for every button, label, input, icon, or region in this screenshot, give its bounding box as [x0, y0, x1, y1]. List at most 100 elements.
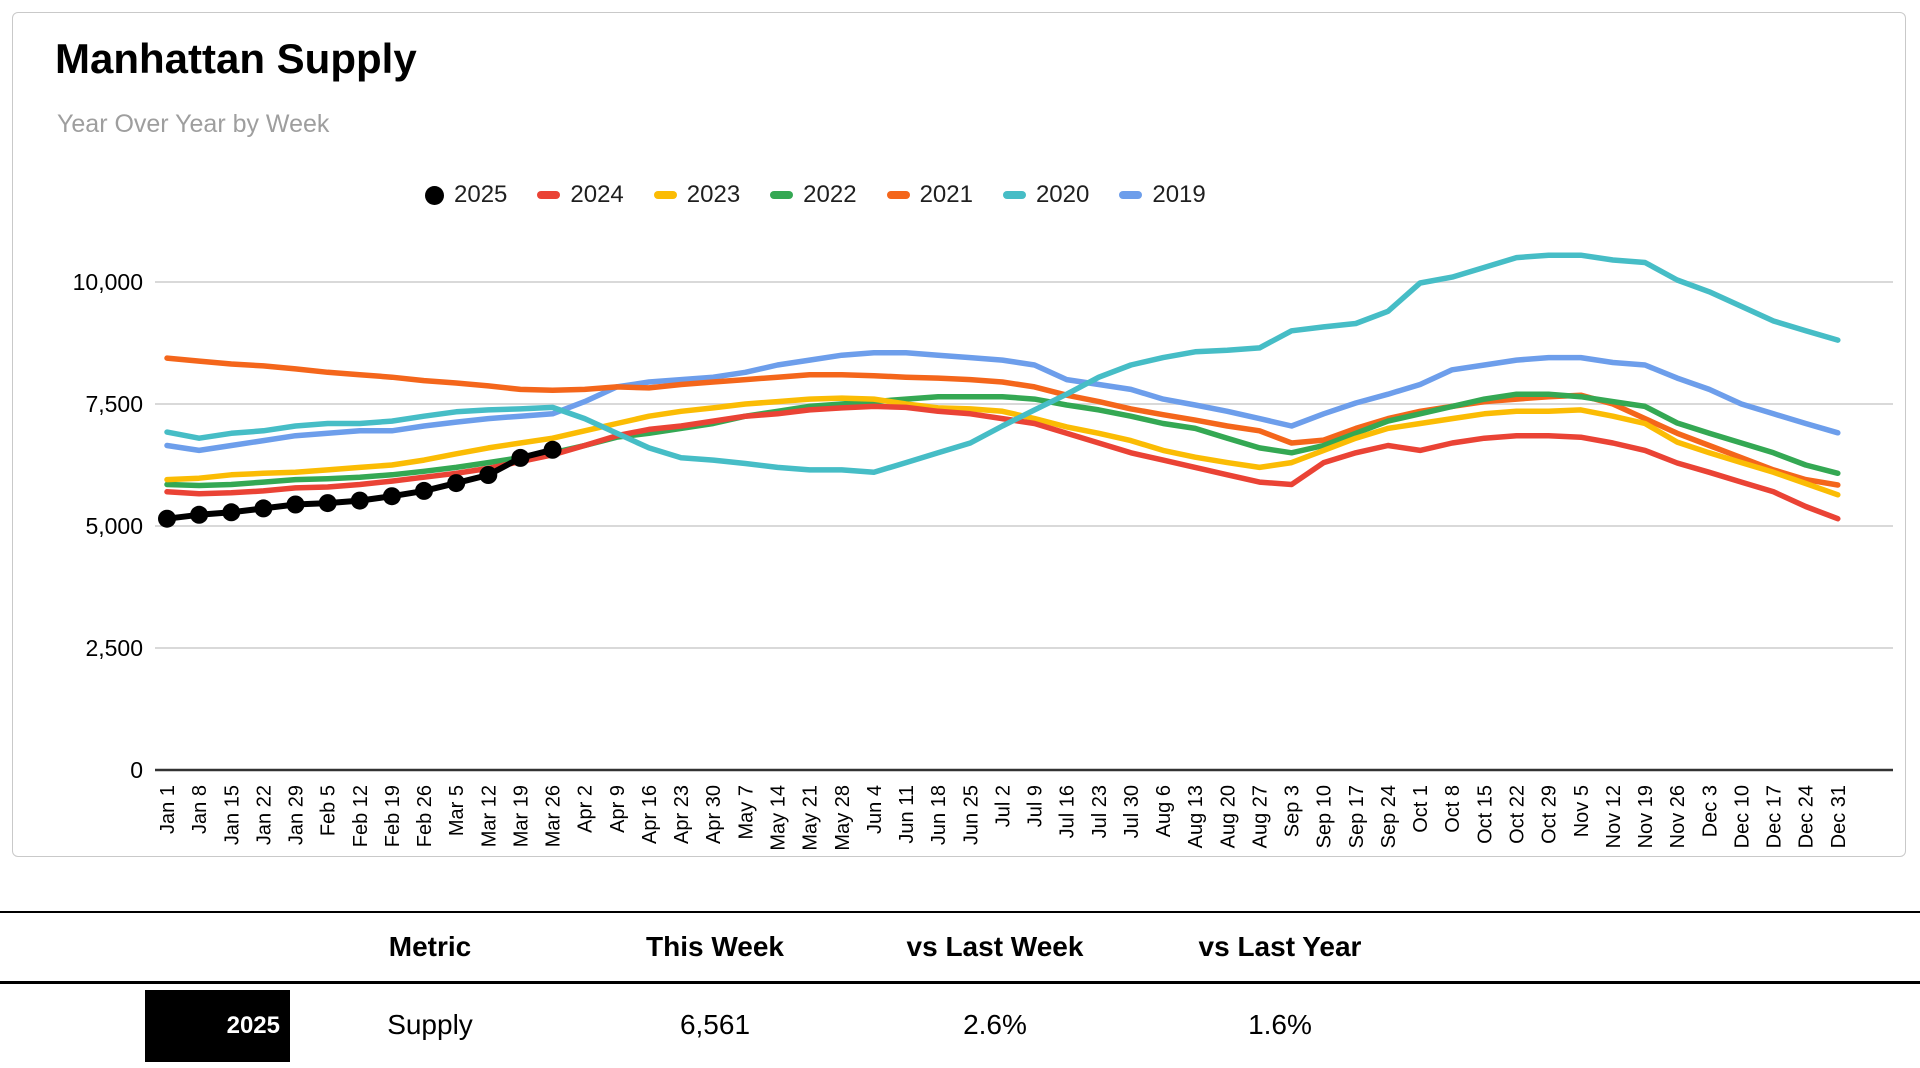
data-point-2025: [447, 474, 466, 493]
year-badge: 2025: [145, 990, 290, 1062]
x-axis-label: May 21: [800, 785, 822, 851]
metric-value: Supply: [387, 1009, 473, 1040]
legend-dash-icon: [1002, 191, 1026, 199]
x-axis-label: Dec 24: [1796, 785, 1818, 848]
x-axis-label: May 7: [735, 785, 757, 839]
legend-item-2023: 2023: [653, 181, 741, 209]
x-axis-label: Jun 18: [928, 785, 950, 845]
legend-item-2019: 2019: [1119, 181, 1206, 209]
x-axis-label: Sep 10: [1314, 785, 1336, 848]
x-axis-label: Sep 24: [1378, 785, 1400, 848]
x-axis-label: Nov 19: [1635, 785, 1657, 848]
summary-table-header: Metric This Week vs Last Week vs Last Ye…: [0, 911, 1920, 984]
data-point-2025: [350, 491, 369, 510]
x-axis-label: Jul 23: [1089, 785, 1111, 838]
x-axis-label: May 14: [767, 785, 789, 851]
series-line-2022: [164, 391, 1841, 489]
series-line-2019: [164, 350, 1841, 454]
legend-item-2020: 2020: [1002, 181, 1090, 209]
legend-item-2024: 2024: [537, 181, 624, 209]
data-point-2025: [511, 448, 530, 467]
x-axis-label: Feb 19: [382, 785, 404, 847]
x-axis-label: Apr 23: [671, 785, 693, 844]
x-axis-label: Oct 1: [1410, 785, 1432, 833]
data-point-2025: [190, 505, 209, 524]
x-axis-label: Mar 5: [446, 785, 468, 836]
x-axis-label: Mar 19: [510, 785, 532, 847]
summary-table: Metric This Week vs Last Week vs Last Ye…: [0, 911, 1920, 1066]
col-header-this-week: This Week: [646, 931, 784, 962]
x-axis-label: Feb 12: [350, 785, 372, 847]
legend-item-2022: 2022: [770, 181, 857, 209]
chart-legend: 2025 2024 2023 2022 2021 2020 2019: [425, 179, 1206, 211]
legend-label: 2019: [1152, 181, 1206, 208]
x-axis-label: Jun 25: [960, 785, 982, 845]
x-axis-label: Jan 29: [286, 785, 308, 845]
x-axis-label: Nov 26: [1667, 785, 1689, 848]
x-axis-label: Jan 8: [189, 785, 211, 834]
x-axis-label: Apr 2: [575, 785, 597, 833]
x-axis-label: Mar 26: [543, 785, 565, 847]
x-axis-label: Sep 17: [1346, 785, 1368, 848]
x-axis-label: Apr 9: [607, 785, 629, 833]
x-axis-label: Oct 15: [1474, 785, 1496, 844]
col-header-vs-last-year: vs Last Year: [1198, 931, 1362, 962]
legend-circle-icon: [425, 185, 444, 205]
chart-subtitle: Year Over Year by Week: [57, 110, 330, 138]
x-axis-label: Nov 5: [1571, 785, 1593, 837]
x-axis-label: Aug 13: [1185, 785, 1207, 848]
col-header-metric: Metric: [388, 931, 472, 962]
legend-label: 2024: [570, 181, 624, 208]
x-axis-label: Oct 8: [1442, 785, 1464, 833]
x-axis-label: Dec 3: [1699, 785, 1721, 837]
x-axis-label: Oct 29: [1539, 785, 1561, 844]
legend-dash-icon: [653, 191, 677, 199]
chart-card: 0 2,500 5,000 7,500 10,000 Jan 1 Jan 8 Jan 15 Ja…: [12, 12, 1906, 857]
x-axis-label: Dec 10: [1731, 785, 1753, 848]
x-axis-label: Aug 27: [1249, 785, 1271, 848]
series-line-2021: [164, 355, 1841, 488]
series-line-2023: [164, 395, 1841, 498]
data-point-2025: [254, 499, 273, 518]
legend-dash-icon: [886, 191, 910, 199]
x-axis-label: Jan 1: [157, 785, 179, 834]
legend-label: 2023: [686, 181, 741, 208]
series-line-2020: [164, 252, 1841, 476]
x-axis-label: Jul 16: [1057, 785, 1079, 838]
x-axis-label: Jul 9: [1025, 785, 1047, 827]
x-axis-label: Oct 22: [1507, 785, 1529, 844]
legend-dash-icon: [1119, 191, 1143, 199]
x-axis-label: Aug 6: [1153, 785, 1175, 837]
y-axis-label: 0: [130, 757, 143, 783]
this-week-value: 6,561: [679, 1009, 751, 1040]
series-line-2024: [164, 403, 1841, 522]
legend-label: 2021: [919, 181, 973, 208]
x-axis-label: Apr 16: [639, 785, 661, 844]
x-axis-label: Aug 20: [1217, 785, 1239, 848]
x-axis-label: Feb 26: [414, 785, 436, 847]
y-axis-label: 10,000: [73, 269, 143, 295]
legend-dash-icon: [537, 191, 561, 199]
legend-item-2021: 2021: [886, 181, 973, 209]
data-point-2025: [479, 466, 498, 484]
x-axis-label: Dec 17: [1764, 785, 1786, 848]
y-axis-label: 7,500: [85, 391, 143, 417]
legend-label: 2020: [1035, 181, 1090, 208]
yoy-line-chart: 0 2,500 5,000 7,500 10,000 Jan 1 Jan 8 Jan 15 Ja…: [73, 252, 1893, 851]
data-point-2025: [222, 503, 241, 522]
x-axis-label: Mar 12: [478, 785, 500, 847]
x-axis-label: Jun 11: [896, 785, 918, 844]
x-axis-label: Dec 31: [1828, 785, 1850, 848]
data-point-2025: [382, 487, 401, 506]
data-point-2025: [543, 440, 562, 459]
vs-last-year-value: 1.6%: [1248, 1009, 1312, 1040]
x-axis-label: Nov 12: [1603, 785, 1625, 848]
data-point-2025: [286, 495, 305, 514]
legend-label: 2022: [803, 181, 857, 208]
page-title: Manhattan Supply: [55, 35, 417, 82]
x-axis-label: Feb 5: [318, 785, 340, 836]
x-axis-label: May 28: [832, 785, 854, 851]
x-axis-label: Jul 2: [992, 785, 1014, 827]
y-axis-label: 5,000: [85, 513, 143, 539]
data-point-2025: [158, 509, 176, 528]
